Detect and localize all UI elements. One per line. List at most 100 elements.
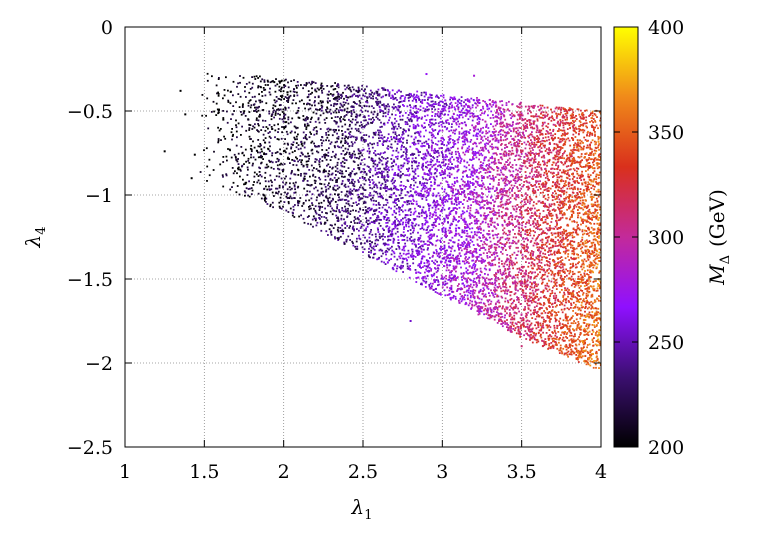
scatter-point xyxy=(392,169,394,171)
scatter-point xyxy=(565,217,567,219)
scatter-point xyxy=(218,77,220,79)
scatter-point xyxy=(370,229,372,231)
scatter-point xyxy=(589,365,591,367)
scatter-point xyxy=(407,240,409,242)
scatter-point xyxy=(409,104,411,106)
scatter-point xyxy=(433,106,435,108)
scatter-point xyxy=(583,114,585,116)
scatter-point xyxy=(559,272,561,274)
scatter-point xyxy=(472,104,474,106)
scatter-point xyxy=(578,131,580,133)
scatter-point xyxy=(515,258,517,260)
scatter-point xyxy=(336,112,338,114)
scatter-point xyxy=(351,179,353,181)
scatter-point xyxy=(272,111,274,113)
scatter-point xyxy=(534,306,536,308)
scatter-point xyxy=(442,258,444,260)
scatter-point xyxy=(464,154,466,156)
scatter-point xyxy=(533,235,535,237)
scatter-point xyxy=(346,239,348,241)
scatter-point xyxy=(551,164,553,166)
scatter-point xyxy=(439,130,441,132)
scatter-point xyxy=(336,91,338,93)
scatter-point xyxy=(432,156,434,158)
scatter-point xyxy=(425,197,427,199)
scatter-point xyxy=(258,125,260,127)
scatter-point xyxy=(479,226,481,228)
scatter-point xyxy=(558,108,560,110)
scatter-point xyxy=(581,171,583,173)
scatter-point xyxy=(547,123,549,125)
scatter-point xyxy=(451,174,453,176)
scatter-point xyxy=(593,285,595,287)
scatter-point xyxy=(485,294,487,296)
scatter-point xyxy=(430,181,432,183)
scatter-point xyxy=(265,120,267,122)
scatter-point xyxy=(423,142,425,144)
scatter-point xyxy=(596,253,598,255)
scatter-point xyxy=(577,173,579,175)
scatter-point xyxy=(517,194,519,196)
scatter-point xyxy=(459,102,461,104)
scatter-point xyxy=(461,105,463,107)
scatter-point xyxy=(535,318,537,320)
scatter-point xyxy=(544,249,546,251)
scatter-point xyxy=(593,188,595,190)
scatter-point xyxy=(518,297,520,299)
scatter-point xyxy=(505,132,507,134)
scatter-point xyxy=(387,103,389,105)
scatter-point xyxy=(560,141,562,143)
scatter-point xyxy=(529,176,531,178)
scatter-point xyxy=(449,99,451,101)
scatter-point xyxy=(492,104,494,106)
scatter-point xyxy=(387,174,389,176)
scatter-point xyxy=(555,236,557,238)
scatter-point xyxy=(521,176,523,178)
scatter-point xyxy=(559,318,561,320)
scatter-point xyxy=(249,136,251,138)
scatter-point xyxy=(351,115,353,117)
scatter-point xyxy=(426,262,428,264)
scatter-point xyxy=(365,196,367,198)
scatter-point xyxy=(438,192,440,194)
scatter-point xyxy=(333,89,335,91)
scatter-point xyxy=(314,182,316,184)
scatter-point xyxy=(487,137,489,139)
scatter-point xyxy=(348,167,350,169)
scatter-point xyxy=(509,255,511,257)
scatter-point xyxy=(564,110,566,112)
scatter-point xyxy=(585,260,587,262)
scatter-point xyxy=(512,328,514,330)
scatter-point xyxy=(534,218,536,220)
scatter-point xyxy=(243,110,245,112)
scatter-point xyxy=(530,209,532,211)
scatter-point xyxy=(310,133,312,135)
scatter-point xyxy=(432,207,434,209)
scatter-point xyxy=(358,196,360,198)
scatter-point xyxy=(445,259,447,261)
scatter-point xyxy=(379,126,381,128)
scatter-point xyxy=(527,194,529,196)
scatter-point xyxy=(435,113,437,115)
scatter-point xyxy=(584,355,586,357)
scatter-point xyxy=(281,178,283,180)
scatter-point xyxy=(487,114,489,116)
scatter-point xyxy=(259,76,261,78)
scatter-point xyxy=(395,126,397,128)
scatter-point xyxy=(222,156,224,158)
scatter-point xyxy=(594,247,596,249)
scatter-point xyxy=(297,110,299,112)
scatter-point xyxy=(372,147,374,149)
scatter-point xyxy=(206,166,208,168)
scatter-point xyxy=(551,274,553,276)
scatter-point xyxy=(306,138,308,140)
scatter-point xyxy=(466,150,468,152)
scatter-point xyxy=(568,289,570,291)
scatter-point xyxy=(562,266,564,268)
scatter-point xyxy=(365,228,367,230)
scatter-point xyxy=(594,249,596,251)
scatter-point xyxy=(442,223,444,225)
scatter-point xyxy=(344,221,346,223)
scatter-point xyxy=(238,167,240,169)
scatter-point xyxy=(586,122,588,124)
